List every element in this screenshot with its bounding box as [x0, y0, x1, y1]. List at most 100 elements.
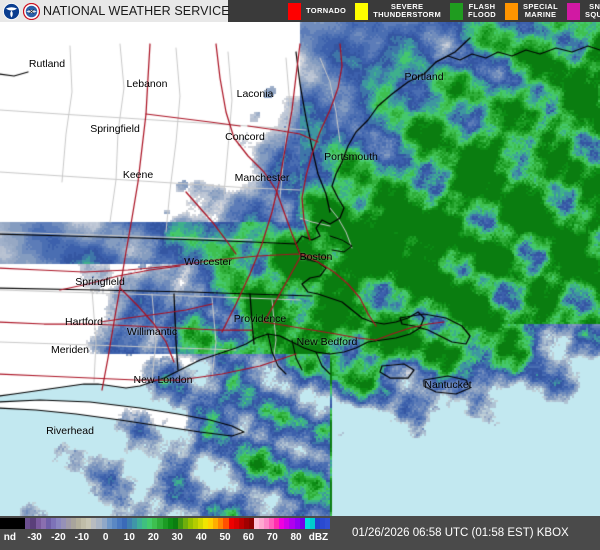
scale-segment	[10, 518, 16, 529]
alert-legend: TORNADO SEVERE THUNDERSTORM FLASH FLOOD SPE…	[288, 0, 600, 22]
scale-tick-label: 80	[290, 532, 302, 543]
scale-segment	[106, 518, 112, 529]
scale-segment	[243, 518, 249, 529]
dbz-color-scale	[0, 518, 331, 529]
city-label: Providence	[233, 313, 287, 325]
roads-and-borders-layer	[0, 22, 600, 516]
nws-seal-icon	[23, 2, 40, 20]
scale-segment	[248, 518, 254, 529]
app-header: NATIONAL WEATHER SERVICE TORNADO SEVERE T…	[0, 0, 600, 22]
scale-segment	[25, 518, 31, 529]
alert-color-swatch	[288, 2, 301, 20]
alert-legend-item[interactable]: SPECIAL MARINE	[505, 0, 567, 22]
alert-color-swatch	[355, 2, 369, 20]
scale-tick-label: 20	[147, 532, 159, 543]
scale-tick-label: 30	[171, 532, 183, 543]
city-label: Laconia	[236, 88, 274, 100]
scale-segment	[325, 518, 331, 529]
scale-segment	[314, 518, 320, 529]
alert-legend-item[interactable]: SNOW SQUALL	[567, 0, 600, 22]
scale-segment	[228, 518, 234, 529]
city-label: Manchester	[234, 172, 290, 184]
nws-branding[interactable]: NATIONAL WEATHER SERVICE	[0, 0, 230, 22]
scale-segment	[299, 518, 305, 529]
scale-segment	[182, 518, 188, 529]
scale-tick-label: -30	[27, 532, 42, 543]
scale-tick-label: nd	[3, 532, 16, 543]
city-label: Rutland	[28, 58, 66, 70]
scale-segment	[269, 518, 275, 529]
scale-segment	[66, 518, 72, 529]
scale-segment	[294, 518, 300, 529]
city-label: Lebanon	[126, 78, 168, 90]
scale-segment	[157, 518, 163, 529]
city-label: Springfield	[75, 276, 125, 288]
scale-segment	[76, 518, 82, 529]
scale-tick-label: 10	[123, 532, 135, 543]
city-label: Springfield	[90, 123, 140, 135]
scale-segment	[233, 518, 239, 529]
scale-segment	[258, 518, 265, 529]
scale-segment	[86, 518, 92, 529]
scale-tick-label: 40	[195, 532, 207, 543]
scale-tick-label: dBZ	[308, 532, 329, 543]
scale-segment	[40, 518, 46, 529]
scale-segment	[274, 518, 280, 529]
scale-segment	[284, 518, 290, 529]
city-label: Meriden	[51, 344, 89, 356]
scale-segment	[81, 518, 87, 529]
scale-segment	[223, 518, 229, 529]
scale-segment	[218, 518, 224, 529]
scale-segment	[132, 518, 138, 529]
scale-segment	[238, 518, 244, 529]
app-footer: nd -30 -20 -10 0 10 20 30 40 50 60 70 80 dBZ 01/26/20…	[0, 516, 600, 550]
scale-segment	[264, 518, 270, 529]
scale-segment	[20, 518, 26, 529]
scale-segment	[177, 518, 183, 529]
scale-segment	[0, 518, 6, 529]
scale-tick-label: 60	[242, 532, 255, 543]
scale-segment	[35, 518, 41, 529]
scale-segment	[60, 518, 67, 529]
scale-segment	[116, 518, 122, 529]
scale-tick-label: 50	[219, 532, 231, 543]
city-label: Portsmouth	[324, 151, 378, 163]
alert-legend-item[interactable]: TORNADO	[288, 0, 355, 22]
dbz-scale-labels: nd -30 -20 -10 0 10 20 30 40 50 60 70 80 dBZ	[0, 530, 330, 548]
alert-label: FLASH FLOOD	[468, 1, 497, 19]
scale-segment	[167, 518, 173, 529]
city-label: Worcester	[184, 256, 232, 268]
radar-timestamp: 01/26/2026 06:58 UTC (01:58 EST) KBOX	[352, 527, 569, 539]
scale-segment	[5, 518, 11, 529]
city-label: Portland	[404, 71, 444, 83]
city-label: Hartford	[65, 316, 103, 328]
scale-segment	[30, 518, 36, 529]
scale-segment	[203, 518, 209, 529]
alert-label: TORNADO	[306, 5, 347, 15]
agency-name: NATIONAL WEATHER SERVICE	[43, 4, 230, 18]
scale-segment	[152, 518, 158, 529]
scale-segment	[121, 518, 127, 529]
scale-segment	[319, 518, 325, 529]
scale-segment	[198, 518, 204, 529]
noaa-seal-icon	[3, 2, 20, 20]
city-label: Keene	[122, 169, 154, 181]
scale-segment	[172, 518, 178, 529]
radar-map[interactable]: Rutland Lebanon Laconia Springfield Concord P…	[0, 22, 600, 516]
scale-segment	[309, 518, 315, 529]
alert-legend-item[interactable]: FLASH FLOOD	[450, 0, 505, 22]
city-label: Willimantic	[126, 326, 178, 338]
scale-segment	[71, 518, 77, 529]
scale-tick-label: 70	[266, 532, 278, 543]
alert-legend-item[interactable]: SEVERE THUNDERSTORM	[355, 0, 450, 22]
city-label: Riverhead	[46, 425, 94, 437]
alert-label: SNOW SQUALL	[585, 1, 600, 19]
alert-label: SEVERE THUNDERSTORM	[373, 1, 442, 19]
scale-segment	[162, 518, 168, 529]
city-label: Boston	[299, 251, 333, 263]
scale-segment	[208, 518, 214, 529]
scale-segment	[111, 518, 117, 529]
scale-segment	[213, 518, 219, 529]
scale-segment	[304, 518, 310, 529]
